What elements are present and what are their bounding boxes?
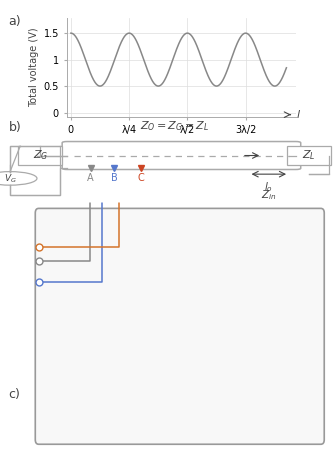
Text: t: t [315, 326, 319, 336]
Text: A: A [87, 173, 94, 183]
Text: a): a) [8, 15, 21, 28]
FancyBboxPatch shape [62, 142, 301, 169]
Text: c): c) [8, 388, 20, 402]
Text: sin(ωt): sin(ωt) [168, 263, 202, 273]
Text: l: l [297, 109, 300, 120]
Text: B: B [111, 173, 118, 183]
Text: 0.5 sin(ωt): 0.5 sin(ωt) [130, 292, 182, 302]
Text: C: C [138, 173, 144, 183]
Y-axis label: Total voltage (V): Total voltage (V) [29, 28, 39, 107]
Text: $Z_{in}$: $Z_{in}$ [261, 189, 277, 202]
Text: $Z_G$: $Z_G$ [33, 148, 48, 163]
Text: $Z_O = Z_G = Z_L$: $Z_O = Z_G = Z_L$ [140, 119, 209, 133]
Text: 1.5 sin(ωt): 1.5 sin(ωt) [142, 234, 194, 245]
FancyBboxPatch shape [287, 146, 331, 165]
Text: $Z_L$: $Z_L$ [302, 148, 316, 163]
Text: $V_G$: $V_G$ [4, 172, 16, 185]
FancyBboxPatch shape [18, 146, 62, 165]
Text: $l_o$: $l_o$ [264, 180, 273, 194]
Text: b): b) [8, 120, 21, 134]
